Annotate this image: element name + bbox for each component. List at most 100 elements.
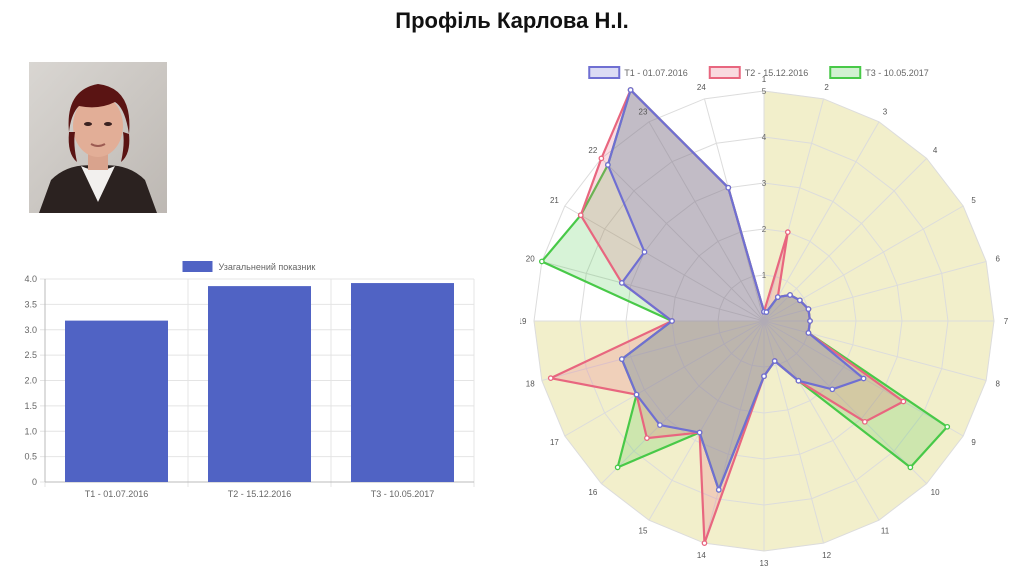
legend-label: Т2 - 15.12.2016 xyxy=(745,68,809,78)
radar-point xyxy=(860,375,867,382)
radar-point xyxy=(795,377,802,384)
radar-axis-label: 19 xyxy=(520,317,527,326)
x-tick-label: Т1 - 01.07.2016 xyxy=(85,489,149,499)
radar-spoke xyxy=(763,98,825,322)
legend-swatch xyxy=(182,261,213,272)
radar-axis-label: 13 xyxy=(760,559,769,568)
radar-point xyxy=(605,162,611,168)
radar-axis-label: 4 xyxy=(933,146,938,155)
radar-spoke xyxy=(763,320,825,544)
radar-point xyxy=(538,258,545,265)
radar-spoke xyxy=(601,158,765,322)
radar-axis-label: 20 xyxy=(526,254,535,263)
y-tick-label: 2.5 xyxy=(24,350,37,360)
y-tick-label: 3.5 xyxy=(24,299,37,309)
radar-axis-label: 3 xyxy=(883,107,888,116)
radar-chart: 1234512345678910111213141516171819202122… xyxy=(520,66,1009,568)
bar xyxy=(351,283,454,482)
radar-point xyxy=(774,294,781,300)
radar-axis-label: 12 xyxy=(822,551,831,560)
y-tick-label: 1.0 xyxy=(24,426,37,436)
radar-tick-label: 3 xyxy=(762,179,767,188)
radar-point xyxy=(763,309,770,315)
radar-spoke xyxy=(703,320,765,544)
bar xyxy=(208,286,311,482)
radar-point xyxy=(725,184,732,191)
radar-point xyxy=(633,391,640,398)
radar-axis-label: 6 xyxy=(996,254,1001,263)
radar-spoke xyxy=(763,205,964,322)
radar-axis-label: 21 xyxy=(550,196,559,205)
legend-swatch xyxy=(708,66,741,79)
radar-axis-label: 1 xyxy=(762,75,767,84)
legend-label: Т3 - 10.05.2017 xyxy=(865,68,929,78)
radar-axis-label: 17 xyxy=(550,438,559,447)
radar-axis-label: 2 xyxy=(824,83,829,92)
profile-photo xyxy=(29,62,167,213)
radar-point xyxy=(547,375,554,381)
radar-point xyxy=(614,464,621,471)
radar-spoke xyxy=(648,320,765,521)
radar-point xyxy=(944,423,951,430)
radar-axis-label: 18 xyxy=(526,380,535,389)
radar-point xyxy=(805,330,812,336)
radar-axis-label: 24 xyxy=(697,83,706,92)
radar-axis-label: 7 xyxy=(1004,317,1009,326)
radar-point xyxy=(657,422,663,428)
legend-label: Узагальнений показник xyxy=(219,262,316,272)
radar-axis-label: 22 xyxy=(588,146,597,155)
y-tick-label: 0.5 xyxy=(24,452,37,462)
radar-spoke xyxy=(763,320,927,484)
legend-label: Т1 - 01.07.2016 xyxy=(624,68,688,78)
radar-spoke xyxy=(763,320,987,382)
radar-spoke xyxy=(763,260,987,322)
radar-axis-label: 14 xyxy=(697,551,706,560)
radar-tick-label: 2 xyxy=(762,225,767,234)
radar-tick-label: 4 xyxy=(762,133,767,142)
x-tick-label: Т3 - 10.05.2017 xyxy=(371,489,435,499)
page-title: Профіль Карлова Н.І. xyxy=(395,8,629,33)
radar-point xyxy=(829,386,836,393)
radar-tick-label: 1 xyxy=(762,271,767,280)
radar-axis-label: 8 xyxy=(996,380,1001,389)
radar-point xyxy=(787,292,793,298)
radar-spoke xyxy=(541,260,765,322)
radar-point xyxy=(644,435,650,441)
radar-axis-label: 15 xyxy=(639,527,648,536)
radar-point xyxy=(907,464,914,471)
radar-point xyxy=(669,318,675,324)
radar-point xyxy=(598,155,605,162)
radar-point xyxy=(627,87,634,93)
y-tick-label: 1.5 xyxy=(24,401,37,411)
radar-axis-label: 10 xyxy=(931,488,940,497)
radar-point xyxy=(577,212,584,219)
radar-point xyxy=(900,398,907,405)
radar-spoke xyxy=(763,320,880,521)
legend-swatch xyxy=(588,66,621,79)
radar-point xyxy=(797,297,803,304)
radar-point xyxy=(701,540,708,547)
y-tick-label: 3.0 xyxy=(24,325,37,335)
radar-spoke xyxy=(601,320,765,484)
radar-point xyxy=(784,229,791,235)
radar-point xyxy=(715,486,722,493)
radar-spoke xyxy=(564,320,765,437)
y-tick-label: 4.0 xyxy=(24,274,37,284)
y-tick-label: 0 xyxy=(32,477,37,487)
radar-spoke xyxy=(763,121,880,322)
radar-point xyxy=(641,249,648,255)
radar-axis-label: 5 xyxy=(971,196,976,205)
legend-swatch xyxy=(829,66,862,79)
bar-chart: Узагальнений показник 0 0.5 1.0 1.5 2.0 2.5 3.0… xyxy=(24,261,475,499)
radar-spoke xyxy=(648,121,765,322)
radar-tick-label: 5 xyxy=(762,87,767,96)
bar xyxy=(65,320,168,482)
radar-point xyxy=(618,280,625,286)
radar-point xyxy=(861,418,868,425)
radar-point xyxy=(771,358,778,364)
radar-point xyxy=(761,373,767,380)
radar-axis-label: 16 xyxy=(588,488,597,497)
y-tick-label: 2.0 xyxy=(24,376,37,386)
radar-spoke xyxy=(541,320,765,382)
radar-axis-label: 11 xyxy=(881,527,890,536)
